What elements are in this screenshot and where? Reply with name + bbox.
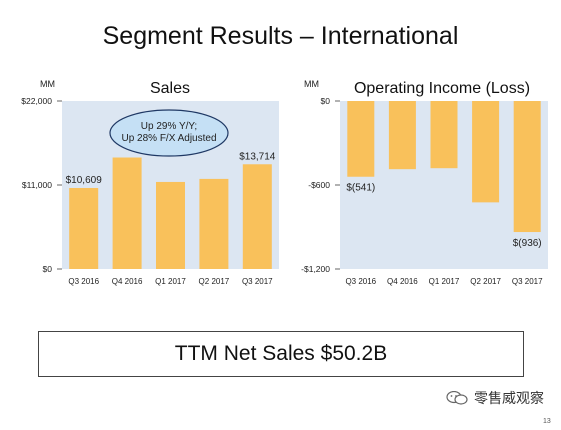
sales-xtick-label: Q1 2017 [155,277,186,286]
sales-xtick-label: Q2 2017 [199,277,230,286]
wechat-icon [446,390,468,405]
sales-callout-line: Up 29% Y/Y; [141,121,197,132]
sales-chart-title: Sales [150,80,190,97]
sales-bar [69,187,99,269]
watermark: 零售威观察 [446,388,544,408]
sales-bar [156,181,185,269]
page-number: 13 [543,418,551,425]
opinc-bar [430,101,458,169]
sales-data-label: $13,714 [239,151,276,162]
opinc-unit-label: MM [304,79,319,89]
sales-ytick-label: $0 [43,264,53,274]
opinc-xtick-label: Q4 2016 [387,277,418,286]
sales-callout-line: Up 28% F/X Adjusted [121,133,216,144]
ttm-net-sales-box: TTM Net Sales $50.2B [38,331,524,377]
watermark-text: 零售威观察 [474,390,544,406]
opinc-xtick-label: Q3 2017 [512,277,543,286]
opinc-bar [513,101,541,233]
opinc-xtick-label: Q2 2017 [470,277,501,286]
opinc-ytick-label: -$1,200 [301,264,330,274]
opinc-bar [347,101,375,177]
sales-bar [199,178,229,269]
opinc-data-label: $(936) [513,238,542,249]
opinc-chart-title: Operating Income (Loss) [354,80,530,97]
opinc-data-label: $(541) [346,183,375,194]
opinc-bar [472,101,500,203]
sales-data-label: $10,609 [66,175,103,186]
sales-ytick-label: $11,000 [22,180,52,190]
sales-bar [112,157,142,269]
ttm-net-sales-label: TTM Net Sales $50.2B [174,342,388,365]
slide-title: Segment Results – International [102,22,459,50]
opinc-ytick-label: $0 [321,96,331,106]
opinc-bar [388,101,416,170]
sales-xtick-label: Q4 2016 [112,277,143,286]
sales-xtick-label: Q3 2017 [242,277,273,286]
opinc-xtick-label: Q1 2017 [429,277,460,286]
sales-bar [242,164,272,269]
sales-ytick-label: $22,000 [21,96,52,106]
opinc-xtick-label: Q3 2016 [345,277,376,286]
sales-callout-bubble [109,109,229,157]
sales-unit-label: MM [40,79,55,89]
sales-xtick-label: Q3 2016 [68,277,99,286]
opinc-ytick-label: -$600 [308,180,330,190]
